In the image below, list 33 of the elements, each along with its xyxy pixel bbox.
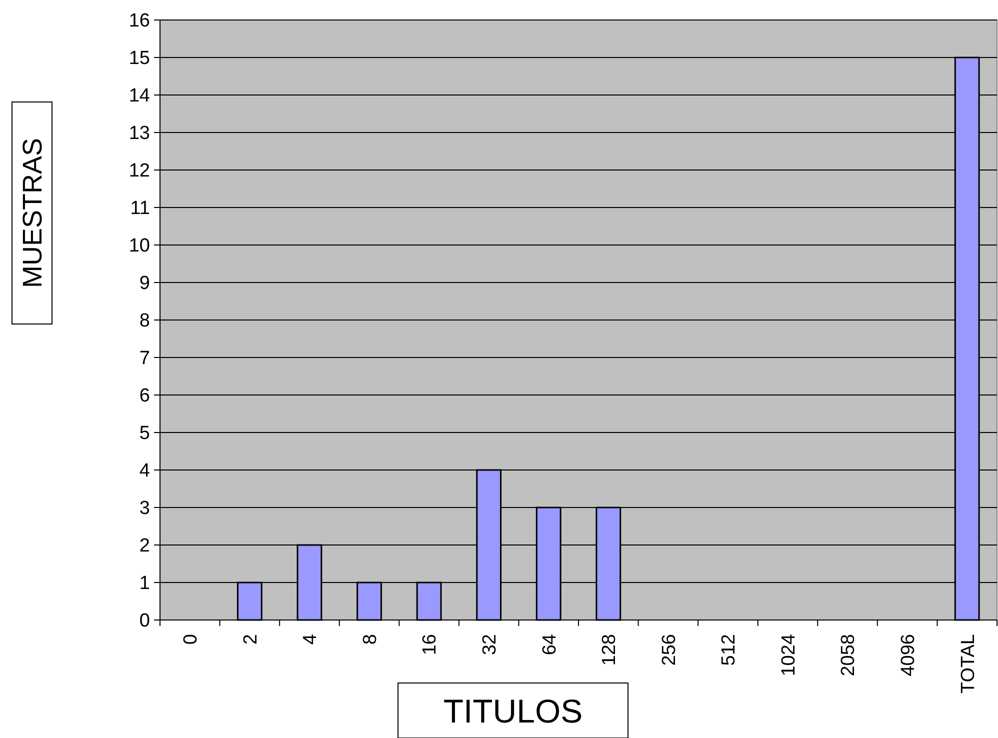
y-tick-label: 4	[139, 460, 150, 482]
y-tick-label: 2	[139, 536, 150, 557]
y-tick-label: 1	[139, 573, 150, 594]
x-axis-title: TITULOS	[443, 692, 583, 730]
x-tick-label: 0	[180, 634, 202, 645]
x-tick-label: 256	[658, 634, 680, 666]
x-tick-label: 4	[300, 634, 322, 645]
y-axis-title: MUESTRAS	[17, 138, 48, 288]
x-tick-label: 64	[539, 634, 560, 656]
x-tick-label: 16	[420, 634, 441, 656]
x-tick-label: 512	[718, 634, 740, 666]
y-tick-label: 3	[139, 498, 150, 520]
y-tick-label: 10	[128, 236, 150, 257]
y-tick-label: 13	[128, 123, 150, 144]
x-tick-label: TOTAL	[958, 634, 979, 694]
x-tick-label: 4096	[898, 634, 919, 676]
y-tick-label: 14	[128, 86, 150, 107]
y-tick-label: 0	[139, 610, 150, 632]
y-tick-label: 5	[139, 423, 150, 444]
y-tick-label: 11	[130, 198, 150, 220]
y-tick-label: 15	[128, 48, 150, 70]
y-tick-label: 9	[139, 273, 150, 294]
x-tick-label: 1024	[778, 634, 800, 676]
x-tick-label: 32	[479, 634, 500, 656]
x-tick-label: 8	[360, 634, 381, 645]
y-tick-label: 16	[128, 10, 150, 32]
x-tick-label: 2058	[838, 634, 860, 676]
y-tick-label: 6	[139, 386, 150, 407]
x-tick-label: 128	[599, 634, 620, 666]
y-tick-label: 7	[139, 348, 150, 370]
y-tick-label: 12	[128, 160, 150, 182]
x-tick-label: 2	[240, 634, 262, 645]
y-tick-label: 8	[139, 310, 150, 332]
